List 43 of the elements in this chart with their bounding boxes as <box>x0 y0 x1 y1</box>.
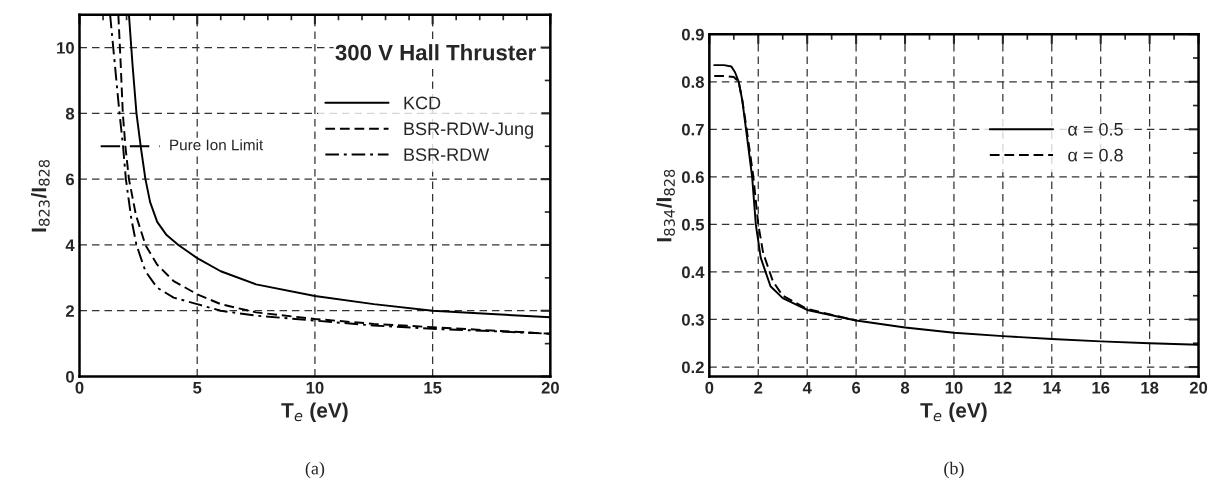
text: (a) <box>305 461 325 479</box>
x-tick-label: 2 <box>754 381 763 394</box>
y-tick-label: 8 <box>65 107 75 120</box>
x-tick-label: 10 <box>306 381 324 394</box>
legend-label: BSR-RDW-Jung <box>404 122 533 139</box>
y-tick-label: 2 <box>65 305 74 317</box>
x-tick-label: 0 <box>75 381 84 394</box>
x-tick-label: 0 <box>705 381 714 394</box>
y-tick-label: 0.9 <box>681 28 704 41</box>
y-tick-label: 0.6 <box>681 171 704 184</box>
x-tick-label: 8 <box>900 381 910 394</box>
x-tick-label: 10 <box>945 381 963 394</box>
x-tick-label: 12 <box>994 381 1012 394</box>
x-tick-label: 4 <box>802 382 812 394</box>
x-tick-label: 18 <box>1141 381 1159 394</box>
legend-label: α = 0.8 <box>1068 148 1123 162</box>
y-axis-title: I$_{834}$/I$_{828}$ <box>656 169 675 242</box>
legend-label: BSR-RDW <box>404 148 490 162</box>
y-tick-label: 0.2 <box>681 361 704 374</box>
x-tick-label: 20 <box>1189 381 1208 394</box>
x-tick-label: 6 <box>852 381 861 394</box>
series-label: Pure Ion Limit <box>170 139 264 151</box>
x-tick-label: 15 <box>424 382 442 394</box>
y-tick-label: 0.4 <box>681 266 705 279</box>
legend-label: α = 0.5 <box>1068 122 1123 136</box>
x-tick-label: 20 <box>541 381 559 394</box>
y-tick-label: 0.3 <box>681 313 704 326</box>
x-axis-title: T$_{e}$ (eV) <box>281 402 348 422</box>
text: 300 V Hall Thruster <box>335 44 536 61</box>
legend-label: KCD <box>404 96 441 110</box>
text: (b) <box>944 461 964 479</box>
y-axis-title: I$_{823}$/I$_{828}$ <box>31 159 50 232</box>
x-tick-label: 5 <box>193 382 202 394</box>
y-tick-label: 0.5 <box>681 218 705 231</box>
y-tick-label: 0 <box>66 370 74 383</box>
x-axis-title: T$_{e}$ (eV) <box>920 402 987 422</box>
y-tick-label: 0.8 <box>681 76 704 88</box>
y-tick-label: 4 <box>65 239 75 251</box>
y-tick-label: 0.7 <box>681 123 704 136</box>
x-tick-label: 16 <box>1092 381 1110 394</box>
x-tick-label: 14 <box>1043 382 1061 394</box>
y-tick-label: 6 <box>65 173 75 186</box>
y-tick-label: 10 <box>57 41 74 54</box>
